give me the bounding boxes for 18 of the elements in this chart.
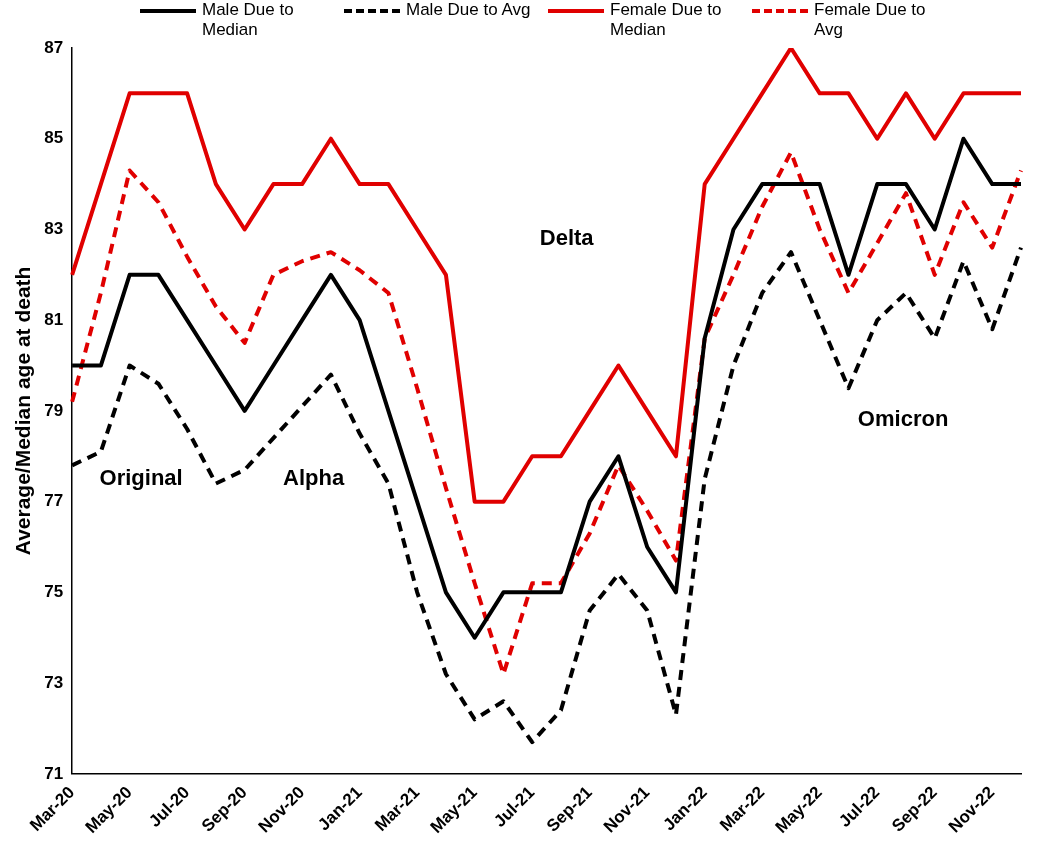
y-axis-title: Average/Median age at death bbox=[11, 266, 35, 556]
annotation: Omicron bbox=[857, 406, 949, 432]
annotation: Delta bbox=[539, 224, 595, 250]
y-tick-label: 85 bbox=[44, 128, 64, 148]
annotation: Alpha bbox=[283, 465, 345, 491]
legend-label: Female Due to Median bbox=[610, 0, 723, 40]
y-tick-label: 83 bbox=[44, 219, 64, 239]
legend-label: Male Due to Median bbox=[202, 0, 295, 40]
annotation: Original bbox=[99, 465, 183, 491]
y-tick-label: 75 bbox=[44, 582, 64, 602]
y-tick-label: 73 bbox=[44, 672, 64, 692]
y-tick-label: 79 bbox=[44, 400, 64, 420]
legend-label: Female Due to Avg bbox=[814, 0, 927, 40]
y-tick-label: 71 bbox=[44, 763, 64, 783]
y-tick-label: 87 bbox=[44, 37, 64, 57]
legend-label: Male Due to Avg bbox=[406, 0, 532, 20]
y-tick-label: 77 bbox=[44, 491, 64, 511]
y-tick-label: 81 bbox=[44, 309, 64, 329]
